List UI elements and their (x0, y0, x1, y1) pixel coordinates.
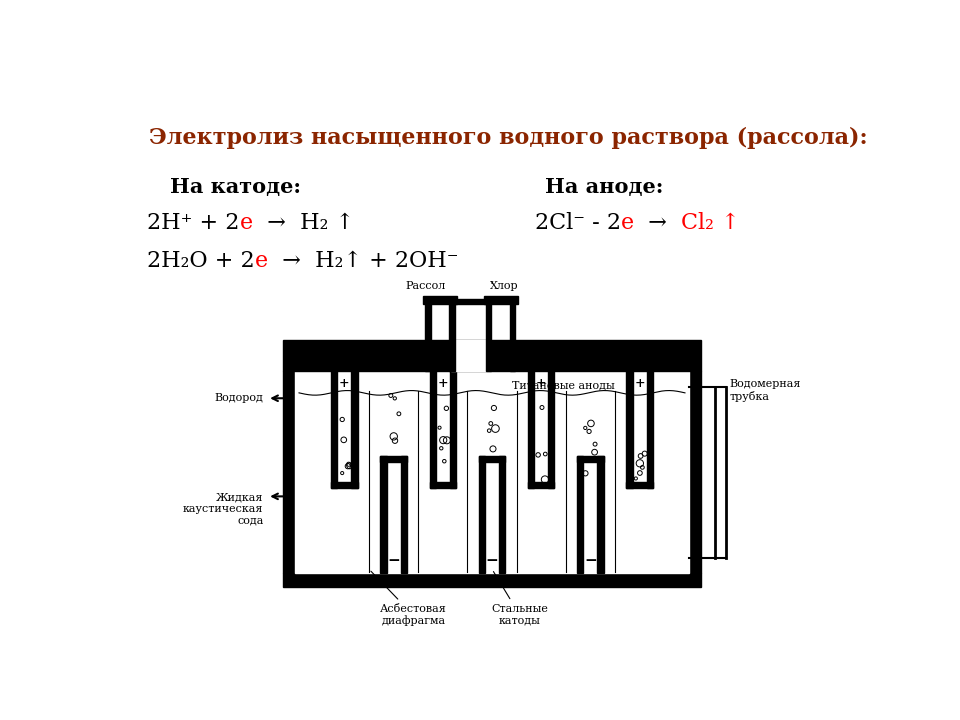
Text: На катоде:: На катоде: (170, 177, 301, 197)
Text: +: + (438, 377, 448, 390)
Bar (283, 372, 295, 573)
Text: Жидкая
каустическая
сода: Жидкая каустическая сода (183, 492, 263, 526)
Bar (577, 456, 584, 573)
Text: e: e (239, 212, 252, 234)
Text: Рассол: Рассол (406, 282, 446, 291)
Text: Титановые аноды: Титановые аноды (512, 381, 614, 390)
Text: Хлор: Хлор (491, 282, 518, 291)
Text: →  H₂↑ + 2OH⁻: → H₂↑ + 2OH⁻ (268, 250, 458, 271)
Text: ·: · (490, 277, 493, 291)
Bar (380, 456, 387, 573)
Text: →: → (634, 212, 681, 234)
Text: −: − (486, 554, 498, 567)
Bar (479, 456, 505, 462)
Bar (400, 456, 407, 573)
Bar (283, 573, 701, 587)
Bar (499, 456, 505, 573)
Bar (627, 372, 633, 488)
Bar (331, 482, 357, 488)
Bar (331, 372, 337, 488)
Bar (452, 299, 486, 304)
Bar (689, 372, 701, 573)
Text: 2Cl⁻ - 2: 2Cl⁻ - 2 (535, 212, 620, 234)
Text: Асбестовая
диафрагма: Асбестовая диафрагма (371, 571, 446, 626)
Text: e: e (620, 212, 634, 234)
Bar (451, 341, 490, 372)
Bar (647, 372, 653, 488)
Bar (479, 456, 485, 573)
Bar (295, 372, 689, 573)
Text: −: − (387, 554, 400, 567)
Bar (425, 302, 431, 372)
Text: +: + (635, 377, 645, 390)
Bar (577, 456, 604, 462)
Bar (430, 372, 436, 488)
Bar (484, 296, 517, 304)
Bar (597, 456, 604, 573)
Text: Водомерная
трубка: Водомерная трубка (730, 379, 801, 402)
Text: 2H₂O + 2: 2H₂O + 2 (147, 250, 254, 271)
Bar (449, 302, 455, 372)
Text: Cl₂ ↑: Cl₂ ↑ (681, 212, 739, 234)
Bar (548, 372, 554, 488)
Bar (528, 372, 534, 488)
Text: →  H₂ ↑: → H₂ ↑ (252, 212, 353, 234)
Bar (283, 341, 701, 372)
Text: Электролиз насыщенного водного раствора (рассола):: Электролиз насыщенного водного раствора … (150, 127, 868, 148)
Bar (422, 296, 457, 304)
Text: Водород: Водород (214, 393, 263, 403)
Bar (351, 372, 357, 488)
Bar (380, 456, 407, 462)
Bar (528, 482, 554, 488)
Text: e: e (254, 250, 268, 271)
Bar (450, 372, 456, 488)
Bar (510, 302, 516, 372)
Text: 2H⁺ + 2: 2H⁺ + 2 (147, 212, 239, 234)
Bar (430, 482, 456, 488)
Text: На аноде:: На аноде: (544, 177, 663, 197)
Text: −: − (584, 554, 597, 567)
Text: Стальные
катоды: Стальные катоды (492, 572, 548, 626)
Bar (627, 482, 653, 488)
Text: +: + (339, 377, 349, 390)
Text: +: + (536, 377, 546, 390)
Bar (486, 302, 492, 372)
